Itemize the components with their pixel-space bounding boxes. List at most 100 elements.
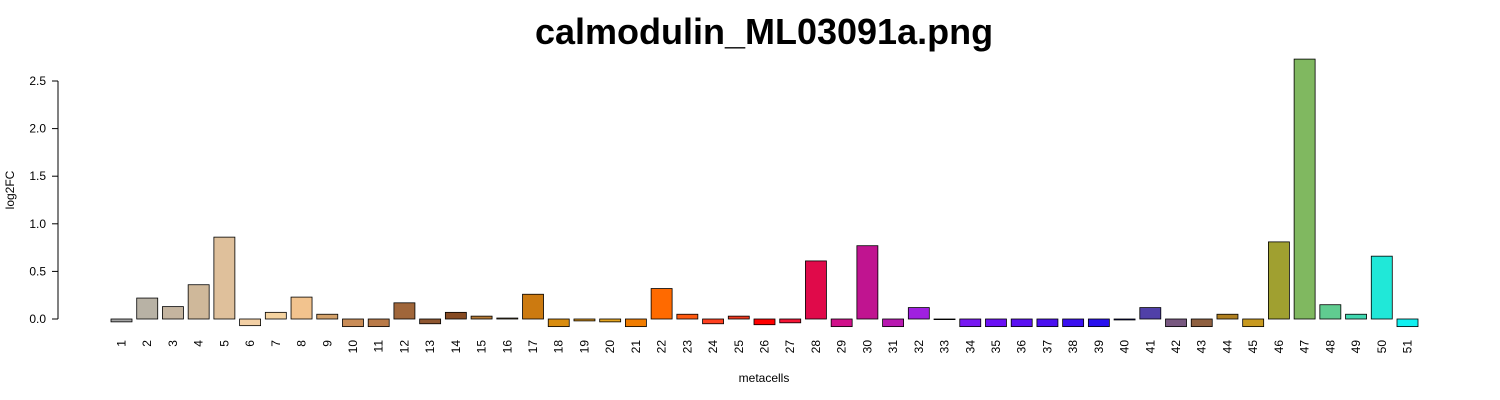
x-tick-label: 46 <box>1272 340 1286 354</box>
bar-49 <box>1345 313 1367 320</box>
bar-13 <box>419 318 442 325</box>
bar-16 <box>496 317 519 320</box>
bar-17 <box>522 293 544 320</box>
x-tick-label: 14 <box>449 340 463 354</box>
bar-46 <box>1268 241 1290 320</box>
y-tick-label: 2.5 <box>29 74 46 88</box>
bar-10 <box>342 318 364 328</box>
bar-26 <box>753 318 776 326</box>
y-tick-label: 0.5 <box>29 264 46 278</box>
y-axis-label: log2FC <box>3 170 17 209</box>
x-tick-label: 39 <box>1092 340 1106 354</box>
x-axis-label: metacells <box>739 371 790 385</box>
bar-41 <box>1139 307 1162 320</box>
x-tick-label: 23 <box>680 340 694 354</box>
x-tick-label: 51 <box>1401 340 1415 354</box>
x-tick-label: 16 <box>500 340 514 354</box>
bar-39 <box>1087 318 1110 328</box>
bar-34 <box>959 318 982 328</box>
x-tick-label: 36 <box>1015 340 1029 354</box>
bar-9 <box>316 313 339 320</box>
x-tick-label: 41 <box>1143 340 1157 354</box>
x-tick-label: 34 <box>963 340 977 354</box>
x-tick-label: 8 <box>295 340 309 347</box>
x-tick-label: 30 <box>860 340 874 354</box>
x-tick-label: 26 <box>758 340 772 354</box>
x-tick-label: 25 <box>732 340 746 354</box>
x-tick-label: 33 <box>938 340 952 354</box>
x-tick-label: 38 <box>1066 340 1080 354</box>
chart-title: calmodulin_ML03091a.png <box>535 11 993 52</box>
bar-1 <box>110 318 133 323</box>
bar-18 <box>547 318 570 328</box>
x-tick-label: 20 <box>603 340 617 354</box>
bar-32 <box>907 307 930 320</box>
x-tick-label: 3 <box>166 340 180 347</box>
x-tick-label: 21 <box>629 340 643 354</box>
bar-21 <box>625 318 647 328</box>
bar-15 <box>470 315 493 320</box>
x-tick-label: 47 <box>1298 340 1312 354</box>
x-tick-label: 7 <box>269 340 283 347</box>
x-tick-label: 12 <box>397 340 411 354</box>
x-tick-label: 19 <box>577 340 591 354</box>
bar-45 <box>1242 318 1265 328</box>
bar-38 <box>1062 318 1085 328</box>
bar-2 <box>136 297 159 320</box>
x-tick-label: 28 <box>809 340 823 354</box>
y-tick-label: 0.0 <box>29 312 46 326</box>
x-tick-label: 18 <box>552 340 566 354</box>
x-tick-label: 13 <box>423 340 437 354</box>
x-tick-label: 10 <box>346 340 360 354</box>
x-tick-label: 15 <box>475 340 489 354</box>
x-tick-label: 1 <box>115 340 129 347</box>
bar-29 <box>830 318 853 328</box>
bars <box>110 58 1419 328</box>
bar-5 <box>213 236 236 320</box>
bar-50 <box>1370 255 1393 320</box>
bar-42 <box>1165 318 1187 328</box>
x-tick-label: 5 <box>217 340 231 347</box>
x-tick-label: 6 <box>243 340 257 347</box>
x-tick-label: 24 <box>706 340 720 354</box>
bar-23 <box>676 313 699 320</box>
bar-20 <box>599 318 622 323</box>
bar-8 <box>290 296 313 320</box>
x-tick-label: 42 <box>1169 340 1183 354</box>
x-tick-label: 11 <box>372 340 386 353</box>
bar-33 <box>933 318 956 321</box>
bar-22 <box>650 288 673 320</box>
x-tick-label: 31 <box>886 340 900 354</box>
x-tick-label: 37 <box>1040 340 1054 354</box>
bar-14 <box>444 311 467 320</box>
bar-25 <box>727 315 750 320</box>
x-tick-label: 9 <box>320 340 334 347</box>
bar-40 <box>1113 318 1136 321</box>
y-axis: 0.0 0.5 1.0 1.5 2.0 2.5 <box>29 74 59 326</box>
x-tick-labels: 1 2 3 4 5 6 7 8 9 10 11 12 13 14 15 16 17 18 19 20 21 22 23 24 2… <box>115 340 1415 354</box>
x-tick-label: 4 <box>192 340 206 347</box>
bar-19 <box>573 318 596 322</box>
x-tick-label: 43 <box>1195 340 1209 354</box>
bar-47 <box>1293 58 1316 320</box>
bar-11 <box>367 318 390 328</box>
y-tick-label: 2.0 <box>29 122 46 136</box>
x-tick-label: 35 <box>989 340 1003 354</box>
bar-35 <box>985 318 1007 328</box>
x-tick-label: 45 <box>1246 340 1260 354</box>
bar-24 <box>702 318 724 325</box>
bar-48 <box>1319 304 1342 320</box>
x-tick-label: 49 <box>1349 340 1363 354</box>
bar-44 <box>1216 313 1239 320</box>
x-tick-label: 22 <box>655 340 669 354</box>
bar-28 <box>805 260 827 320</box>
bar-12 <box>393 302 416 320</box>
x-tick-label: 50 <box>1375 340 1389 354</box>
bar-7 <box>264 311 287 320</box>
bar-37 <box>1036 318 1059 328</box>
bar-36 <box>1010 318 1033 328</box>
x-tick-label: 17 <box>526 340 540 354</box>
x-tick-label: 44 <box>1220 340 1234 354</box>
bar-43 <box>1190 318 1213 328</box>
